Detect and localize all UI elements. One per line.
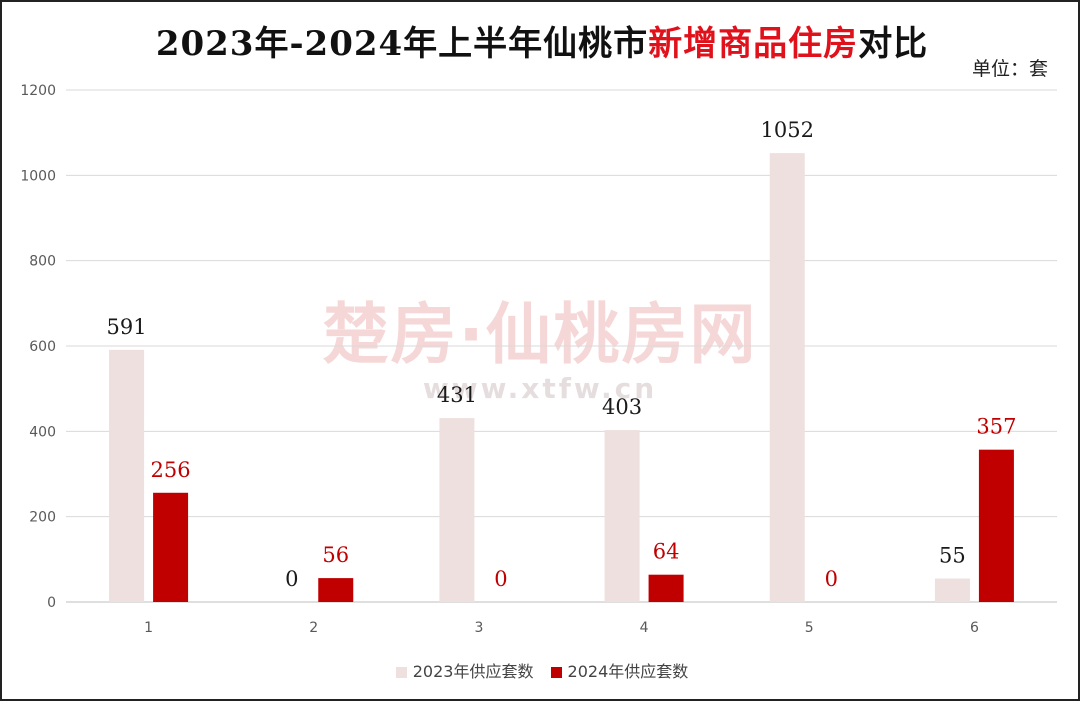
legend-item-2024: 2024年供应套数 [550, 658, 689, 682]
legend-swatch-2023 [395, 667, 407, 678]
data-label-2023: 431 [437, 383, 477, 407]
title-highlight: 新增商品住房 [648, 24, 859, 64]
x-tick-label: 1 [144, 620, 153, 636]
bar-2023 [934, 578, 970, 602]
data-label-2023: 0 [285, 567, 298, 591]
legend-label-2024: 2024年供应套数 [567, 662, 689, 681]
legend-label-2023: 2023年供应套数 [412, 662, 534, 681]
title-prefix: 2023年-2024年上半年仙桃市 [155, 24, 649, 64]
y-tick-label: 1200 [20, 83, 56, 99]
y-tick-label: 1000 [20, 168, 56, 184]
title-suffix: 对比 [858, 24, 929, 64]
data-label-2024: 56 [322, 543, 349, 567]
bar-2023 [109, 349, 145, 602]
x-tick-label: 5 [805, 620, 814, 636]
y-tick-label: 200 [29, 510, 56, 526]
x-tick-label: 2 [309, 620, 318, 636]
x-tick-label: 3 [474, 620, 483, 636]
data-label-2023: 591 [107, 315, 147, 339]
data-label-2024: 0 [825, 567, 838, 591]
bar-2023 [769, 153, 805, 602]
y-tick-label: 800 [29, 254, 56, 270]
watermark-url: www.xtfw.cn [423, 372, 657, 405]
bar-2023 [439, 418, 475, 602]
bar-2024 [153, 492, 189, 602]
data-label-2024: 0 [494, 567, 507, 591]
data-label-2024: 256 [151, 458, 191, 482]
data-label-2023: 1052 [761, 118, 814, 142]
data-label-2023: 55 [939, 544, 966, 568]
x-tick-label: 4 [640, 620, 649, 636]
data-label-2023: 403 [602, 395, 642, 419]
bar-2024 [648, 574, 684, 602]
bar-2024 [978, 449, 1014, 602]
legend-item-2023: 2023年供应套数 [395, 658, 534, 682]
bar-2024 [318, 578, 354, 602]
watermark-text: 楚房·仙桃房网 [322, 296, 757, 373]
legend: 2023年供应套数 2024年供应套数 [2, 658, 1078, 682]
chart-title: 2023年-2024年上半年仙桃市新增商品住房对比 [2, 16, 1078, 65]
y-tick-label: 600 [29, 339, 56, 355]
x-tick-label: 6 [970, 620, 979, 636]
data-label-2024: 64 [653, 540, 680, 564]
bar-2023 [604, 430, 640, 602]
y-tick-label: 0 [47, 595, 56, 611]
data-label-2024: 357 [976, 415, 1016, 439]
y-tick-label: 400 [29, 424, 56, 440]
unit-label: 单位：套 [971, 58, 1048, 80]
legend-swatch-2024 [550, 667, 562, 678]
